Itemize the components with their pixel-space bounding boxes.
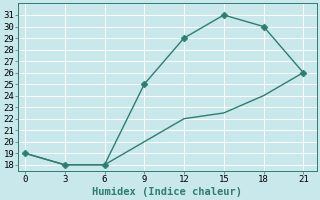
X-axis label: Humidex (Indice chaleur): Humidex (Indice chaleur) (92, 186, 243, 197)
